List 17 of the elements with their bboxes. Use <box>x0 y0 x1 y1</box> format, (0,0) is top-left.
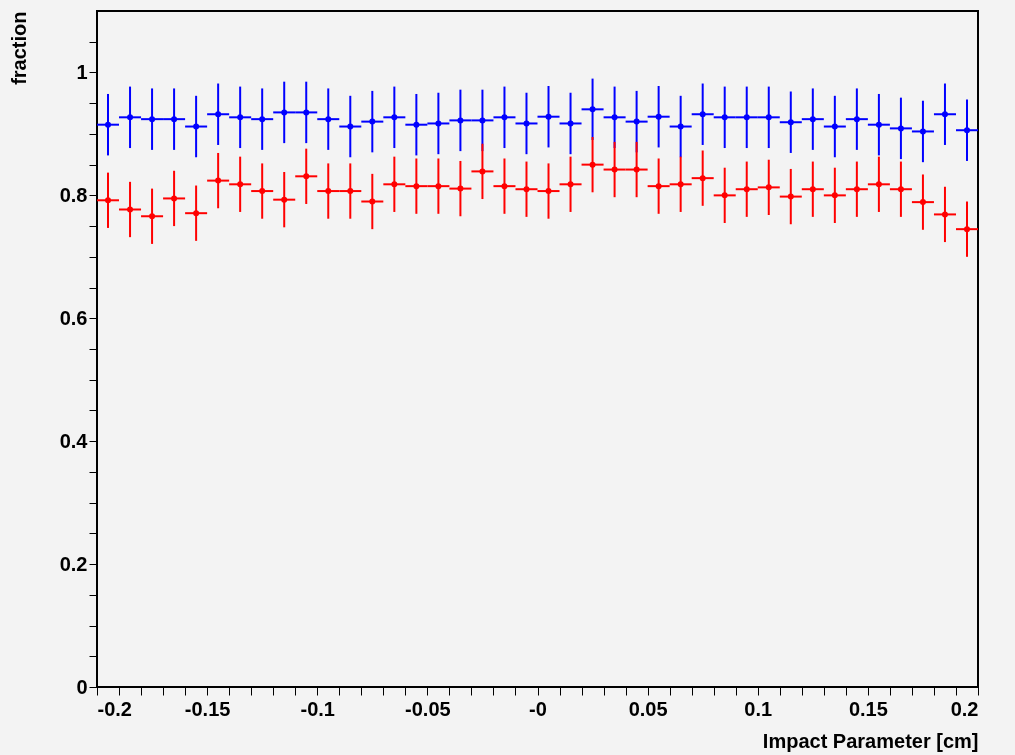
y-tick-label: 0 <box>76 675 88 698</box>
y-tick-label: 0.6 <box>59 306 88 329</box>
y-tick-label: 0.4 <box>59 429 89 452</box>
x-tick-label: -0.1 <box>300 697 335 720</box>
x-axis-title: Impact Parameter [cm] <box>762 729 979 752</box>
y-axis-title: fraction <box>7 11 30 85</box>
x-tick-label: -0.15 <box>184 697 231 720</box>
x-tick-label: 0.2 <box>950 697 979 720</box>
x-tick-label: -0.2 <box>97 697 132 720</box>
y-tick-label: 1 <box>76 60 88 83</box>
y-tick-label: 0.2 <box>59 552 88 575</box>
y-tick-label: 0.8 <box>59 183 88 206</box>
x-tick-label: 0.15 <box>848 697 888 720</box>
x-tick-label: -0 <box>529 697 547 720</box>
x-tick-label: -0.05 <box>405 697 451 720</box>
x-tick-label: 0.1 <box>744 697 773 720</box>
x-tick-label: 0.05 <box>628 697 668 720</box>
